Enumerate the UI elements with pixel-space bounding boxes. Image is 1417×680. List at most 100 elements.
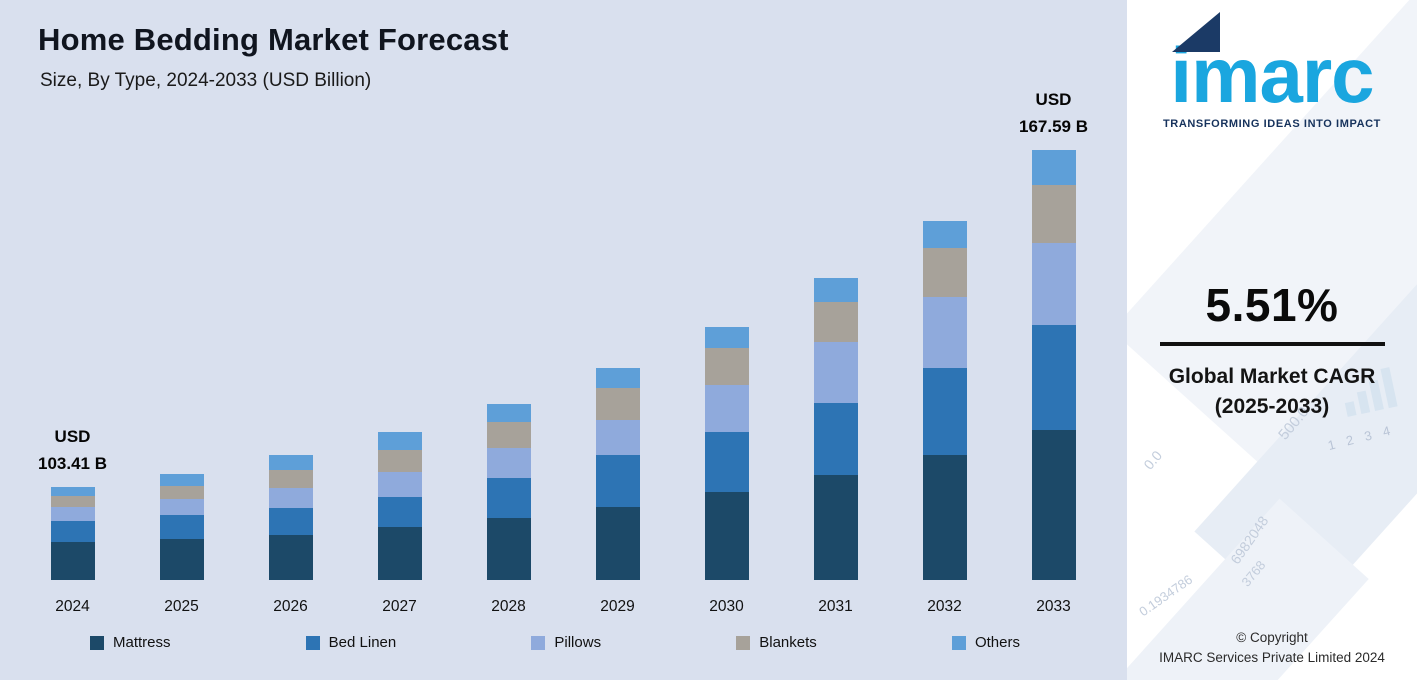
cagr-value: 5.51%	[1205, 279, 1339, 331]
segment-others	[50, 487, 95, 496]
bar-stack	[486, 404, 531, 580]
copyright-line2: IMARC Services Private Limited 2024	[1159, 649, 1385, 665]
legend-item-blankets: Blankets	[736, 634, 817, 651]
segment-others	[813, 278, 858, 302]
bar-group-2025: 2025	[127, 90, 236, 615]
x-axis-label-2031: 2031	[818, 598, 853, 615]
segment-bed-linen	[377, 497, 422, 527]
bar-group-2033: USD 167.59 B 2033	[999, 90, 1108, 615]
segment-pillows	[595, 420, 640, 455]
x-axis-label-2026: 2026	[273, 598, 308, 615]
bar-group-2024: USD 103.41 B 2024	[18, 90, 127, 615]
legend-item-mattress: Mattress	[90, 634, 171, 651]
chart-panel: Home Bedding Market Forecast Size, By Ty…	[0, 0, 1127, 680]
segment-others	[159, 474, 204, 486]
segment-mattress	[159, 539, 204, 580]
bar-stack	[922, 221, 967, 580]
segment-bed-linen	[1031, 325, 1076, 430]
bar-value-label: USD 103.41 B	[38, 427, 107, 473]
copyright-line1: © Copyright	[1236, 629, 1308, 645]
segment-others	[595, 368, 640, 388]
segment-mattress	[922, 455, 967, 580]
bar-group-2029: 2029	[563, 90, 672, 615]
legend-swatch-mattress	[90, 635, 104, 650]
segment-others	[704, 327, 749, 348]
segment-pillows	[50, 507, 95, 521]
cagr-label-line2: (2025-2033)	[1214, 395, 1330, 419]
x-axis-label-2024: 2024	[55, 598, 90, 615]
side-panel: 500.0 0.0 1 2 3 4 6982048 0.1934786 3768…	[1127, 0, 1417, 680]
segment-others	[268, 455, 313, 470]
legend-label-bed-linen: Bed Linen	[328, 634, 397, 651]
segment-pillows	[704, 385, 749, 432]
legend-item-others: Others	[951, 634, 1020, 651]
legend-label-others: Others	[974, 634, 1020, 651]
segment-others	[486, 404, 531, 422]
segment-blankets	[922, 248, 967, 297]
copyright: © Copyright IMARC Services Private Limit…	[1127, 628, 1417, 669]
legend-item-pillows: Pillows	[531, 634, 601, 651]
segment-mattress	[268, 535, 313, 580]
segment-blankets	[1031, 185, 1076, 243]
legend-swatch-blankets	[736, 635, 751, 650]
segment-blankets	[595, 388, 640, 420]
legend-swatch-bed-linen	[305, 635, 320, 650]
cagr-underline	[1159, 342, 1385, 346]
bar-group-2030: 2030	[672, 90, 781, 615]
bar-stack	[159, 474, 204, 580]
segment-blankets	[159, 486, 204, 499]
segment-bed-linen	[268, 508, 313, 535]
bar-value-label: USD 167.59 B	[1019, 90, 1088, 136]
segment-mattress	[813, 475, 858, 580]
x-axis-label-2029: 2029	[600, 598, 635, 615]
logo-triangle-icon	[1172, 12, 1221, 52]
segment-mattress	[50, 542, 95, 580]
segment-blankets	[377, 450, 422, 472]
segment-bed-linen	[595, 455, 640, 507]
bar-group-2027: 2027	[345, 90, 454, 615]
x-axis-label-2033: 2033	[1036, 598, 1071, 615]
bar-stack	[813, 278, 858, 580]
chart-title: Home Bedding Market Forecast	[38, 22, 509, 57]
segment-mattress	[595, 507, 640, 580]
segment-blankets	[50, 496, 95, 507]
bars-container: USD 103.41 B 2024 2025 2026 2027 2028 2029 2030…	[18, 90, 1108, 615]
segment-bed-linen	[922, 368, 967, 455]
segment-bed-linen	[159, 515, 204, 539]
segment-bed-linen	[813, 403, 858, 475]
bar-group-2026: 2026	[236, 90, 345, 615]
segment-pillows	[486, 448, 531, 478]
segment-others	[922, 221, 967, 248]
segment-pillows	[813, 342, 858, 403]
segment-others	[377, 432, 422, 450]
cagr-label-line1: Global Market CAGR	[1168, 365, 1376, 388]
legend-label-mattress: Mattress	[113, 634, 171, 651]
bar-stack	[268, 455, 313, 580]
legend-swatch-pillows	[531, 635, 546, 650]
segment-pillows	[1031, 243, 1076, 325]
bar-group-2028: 2028	[454, 90, 563, 615]
logo-tagline: TRANSFORMING IDEAS INTO IMPACT	[1162, 118, 1382, 131]
legend-swatch-others	[951, 635, 966, 650]
segment-pillows	[377, 472, 422, 497]
segment-pillows	[922, 297, 967, 368]
segment-mattress	[486, 518, 531, 580]
segment-blankets	[486, 422, 531, 448]
imarc-logo: imarc TRANSFORMING IDEAS INTO IMPACT	[1127, 10, 1417, 130]
bar-stack	[595, 368, 640, 580]
segment-mattress	[1031, 430, 1076, 580]
cagr-block: 5.51% Global Market CAGR (2025-2033)	[1127, 278, 1417, 423]
segment-pillows	[268, 488, 313, 508]
legend-label-pillows: Pillows	[554, 634, 602, 651]
chart-subtitle: Size, By Type, 2024-2033 (USD Billion)	[40, 70, 372, 91]
legend-label-blankets: Blankets	[759, 634, 817, 651]
bar-stack	[377, 432, 422, 580]
bar-group-2031: 2031	[781, 90, 890, 615]
bar-stack	[704, 327, 749, 580]
segment-pillows	[159, 499, 204, 515]
segment-mattress	[377, 527, 422, 580]
bar-stack	[1031, 150, 1076, 580]
bar-stack	[50, 487, 95, 580]
segment-mattress	[704, 492, 749, 580]
